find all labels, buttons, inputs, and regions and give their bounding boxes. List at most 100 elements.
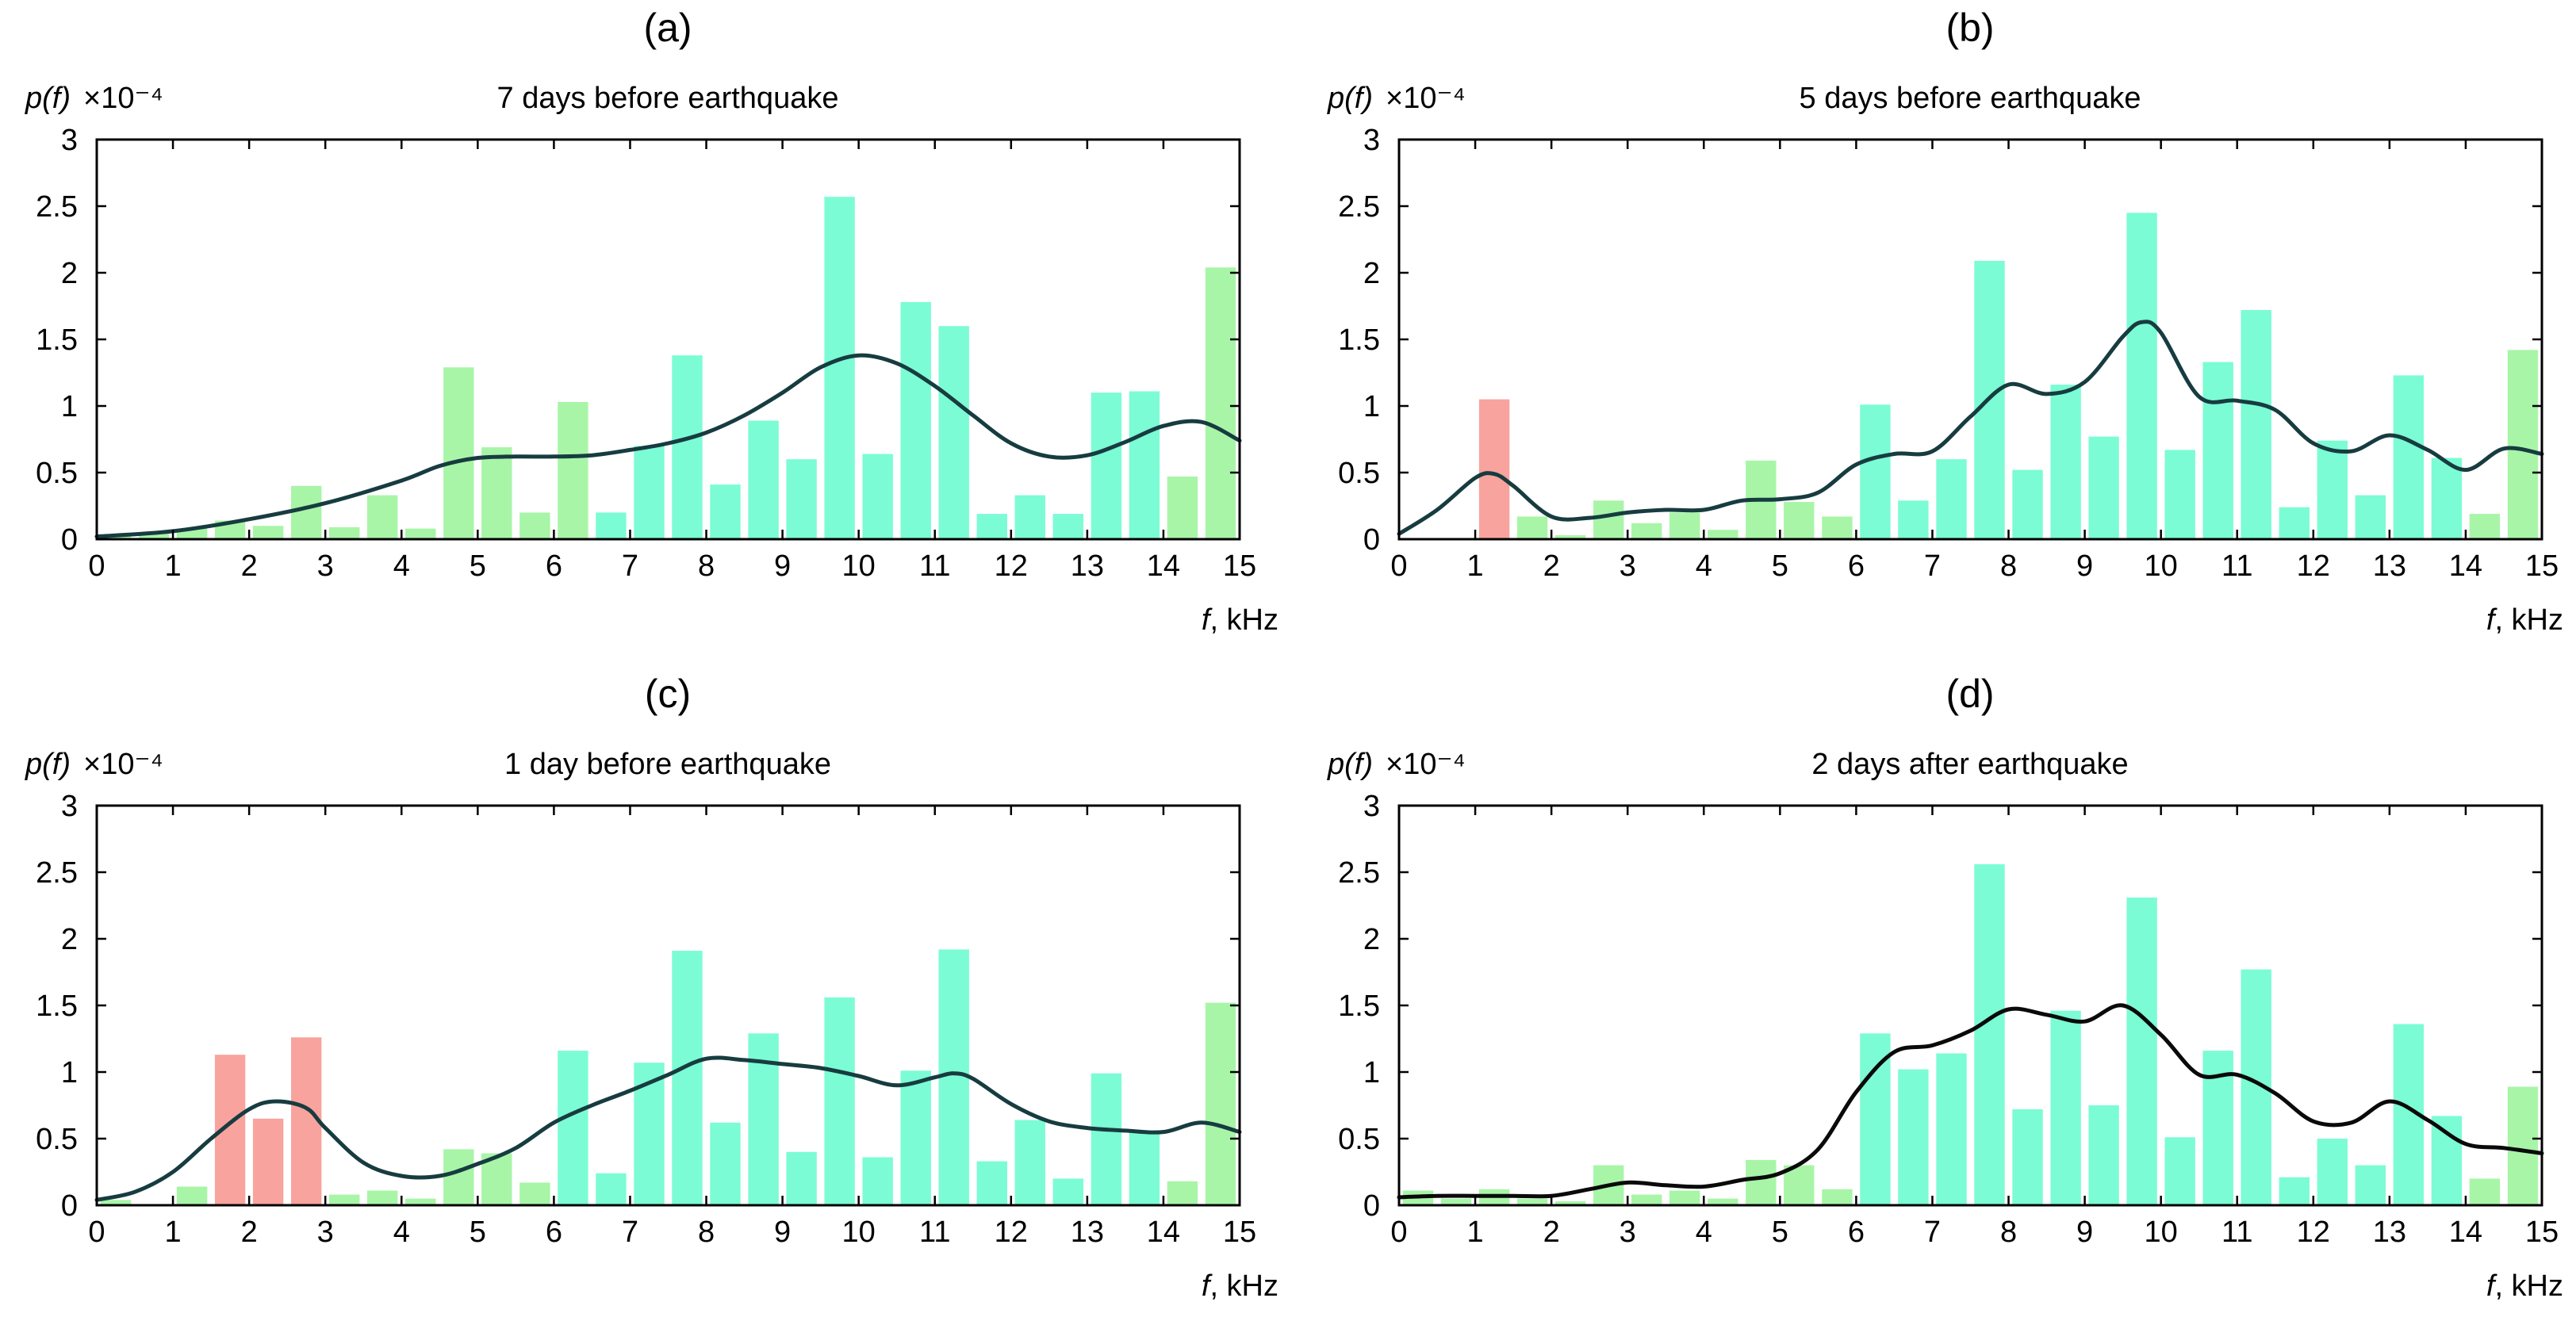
- bar-29: [2507, 1086, 2539, 1205]
- bar-22: [976, 1161, 1007, 1205]
- x-tick-label: 8: [2000, 549, 2017, 583]
- bar-17: [2050, 1010, 2081, 1205]
- y-tick-label: 3: [1363, 790, 1380, 823]
- x-tick-label: 15: [1223, 1216, 1256, 1249]
- x-tick-label: 13: [2373, 1216, 2406, 1249]
- x-tick-label: 6: [546, 1216, 562, 1249]
- x-tick-label: 5: [1772, 1216, 1788, 1249]
- y-tick-label: 0: [1363, 1189, 1380, 1223]
- bar-15: [1974, 863, 2005, 1205]
- y-tick-label: 1: [1363, 390, 1380, 423]
- x-tick-label: 14: [2449, 549, 2482, 583]
- y-tick-label: 2.5: [1338, 856, 1380, 890]
- bar-24: [2317, 1139, 2348, 1205]
- bar-4: [291, 1037, 322, 1205]
- x-tick-label: 0: [88, 549, 105, 583]
- panel-d: (d) 2 days after earthquake p(f) ×10⁻⁴ f,…: [1327, 672, 2563, 1303]
- x-axis-var: f: [2486, 603, 2497, 637]
- bar-25: [2431, 458, 2463, 539]
- y-tick-label: 0.5: [36, 1123, 78, 1156]
- x-tick-label: 14: [1147, 549, 1180, 583]
- panel-label: (a): [643, 6, 692, 50]
- x-axis-unit: , kHz: [2494, 1269, 2563, 1303]
- bar-9: [443, 367, 474, 539]
- bar-26: [1091, 392, 1122, 539]
- y-tick-label: 3: [1363, 124, 1380, 157]
- bar-7: [405, 1198, 436, 1205]
- y-tick-label: 0: [1363, 523, 1380, 557]
- bar-26: [2469, 514, 2501, 539]
- bars: [1402, 863, 2539, 1205]
- y-axis-var: p(f): [1327, 748, 1373, 781]
- x-tick-label: 15: [1223, 549, 1256, 583]
- y-tick-label: 2: [61, 923, 78, 956]
- bar-10: [1860, 404, 1891, 539]
- x-tick-label: 10: [2145, 1216, 2178, 1249]
- bar-0: [1478, 399, 1510, 539]
- x-tick-label: 12: [995, 1216, 1028, 1249]
- bar-26: [1129, 1130, 1160, 1205]
- bar-5: [329, 1194, 360, 1205]
- bar-8: [1708, 1198, 1738, 1205]
- bar-25: [2355, 1165, 2386, 1205]
- bar-23: [2279, 1177, 2310, 1205]
- panel-b: (b) 5 days before earthquake p(f) ×10⁻⁴ f…: [1327, 6, 2563, 637]
- bar-5: [1669, 512, 1700, 539]
- chart-title: 2 days after earthquake: [1811, 748, 2128, 781]
- y-axis-var: p(f): [1327, 82, 1373, 115]
- x-axis-var: f: [1202, 1269, 1213, 1303]
- plot-frame: [1397, 804, 2543, 1207]
- y-axis-label: p(f) ×10⁻⁴: [1327, 82, 1466, 115]
- x-tick-label: 10: [2145, 549, 2178, 583]
- bar-6: [329, 526, 360, 539]
- bar-19: [824, 197, 855, 539]
- x-tick-label: 2: [241, 549, 258, 583]
- y-tick-label: 0: [61, 1189, 78, 1223]
- bar-1: [1516, 516, 1548, 539]
- x-tick-label: 4: [393, 1216, 410, 1249]
- x-tick-label: 9: [774, 1216, 791, 1249]
- bar-28: [1205, 1002, 1236, 1205]
- bar-15: [2050, 385, 2081, 539]
- bar-22: [938, 326, 969, 539]
- panel-label: (d): [1945, 672, 1994, 716]
- plot-frame: [95, 138, 1241, 541]
- plot-frame: [95, 804, 1241, 1207]
- x-tick-label: 7: [622, 1216, 638, 1249]
- bar-14: [1936, 1053, 1967, 1205]
- bar-11: [1898, 500, 1929, 539]
- y-tick-label: 1.5: [1338, 324, 1380, 357]
- bar-10: [519, 1182, 550, 1205]
- bar-19: [2126, 897, 2157, 1205]
- bar-5: [291, 485, 322, 539]
- x-tick-label: 2: [241, 1216, 258, 1249]
- x-tick-label: 11: [2221, 549, 2252, 583]
- bar-7: [367, 495, 398, 539]
- x-tick-label: 15: [2525, 1216, 2559, 1249]
- bar-23: [1014, 1120, 1045, 1205]
- y-axis-multiplier: ×10⁻⁴: [1386, 748, 1466, 781]
- bar-23: [976, 514, 1007, 539]
- x-axis-var: f: [1202, 603, 1213, 637]
- x-tick-label: 9: [774, 549, 791, 583]
- x-tick-label: 11: [919, 1216, 950, 1249]
- y-axis-multiplier: ×10⁻⁴: [83, 748, 163, 781]
- x-tick-label: 1: [1466, 549, 1483, 583]
- bar-0: [100, 1200, 132, 1205]
- bar-18: [2164, 450, 2195, 539]
- bar-18: [2088, 1105, 2119, 1205]
- x-tick-label: 4: [1696, 549, 1712, 583]
- bar-6: [1708, 530, 1738, 539]
- bar-14: [2012, 469, 2043, 539]
- bar-13: [1898, 1069, 1929, 1205]
- x-tick-label: 3: [1620, 1216, 1636, 1249]
- y-tick-label: 2.5: [36, 190, 78, 224]
- bars: [100, 949, 1236, 1205]
- panel-label: (c): [645, 672, 691, 716]
- bar-3: [252, 1118, 284, 1205]
- x-tick-label: 0: [1390, 549, 1407, 583]
- y-tick-label: 3: [61, 790, 78, 823]
- x-tick-label: 1: [1466, 1216, 1483, 1249]
